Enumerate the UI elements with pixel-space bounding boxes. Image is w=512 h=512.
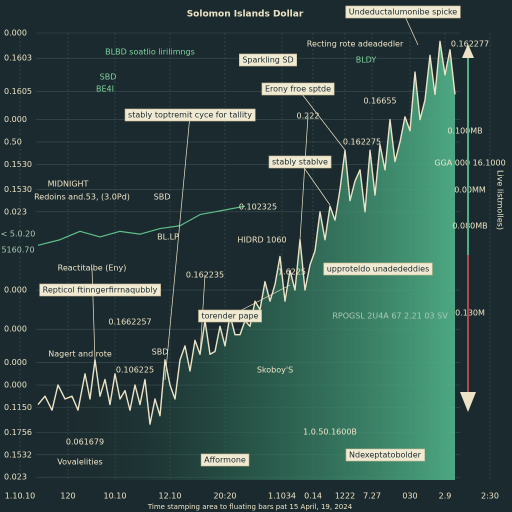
y-tick-label: 0.000: [4, 115, 27, 124]
y-tick-label: 0.1605: [4, 87, 32, 96]
annotation: Recting rote adeadedler: [307, 40, 404, 49]
x-tick-label: 20:20: [213, 492, 236, 501]
annotation: 0.080MB: [452, 222, 487, 231]
area: [38, 41, 455, 480]
annotation: 0.162275: [343, 138, 381, 147]
side-label: Live listmolles): [496, 170, 505, 230]
annotation: upproteldo unadededdies: [327, 265, 430, 274]
annotation: Sparkling SD: [242, 56, 293, 65]
annotation: 0.1662257: [108, 318, 151, 327]
line: [37, 205, 246, 246]
annotation-box: [39, 283, 161, 297]
chart-title: Solomon Islands Dollar: [187, 10, 304, 20]
annotation-box: [261, 82, 335, 96]
annotation: 0.222: [297, 112, 320, 121]
y-tick-label: 0.023: [4, 207, 27, 216]
x-tick-label: 120: [60, 492, 75, 501]
x-tick-label: 1.1034: [268, 492, 296, 501]
annotation-box: [323, 262, 433, 276]
y-tick-label: 0.1530: [4, 185, 32, 194]
annotation: 0.162235: [186, 271, 224, 280]
annotation: BL.LP: [157, 233, 179, 242]
annotation-box: [124, 108, 256, 122]
annotation: Repticol ftinngerfirrnaqubbly: [43, 286, 158, 295]
annotation: HIDRD 1060: [237, 236, 286, 245]
annotation: Redoins and.53, (3.0Pd): [34, 193, 130, 202]
y-tick-label: 0.000: [4, 29, 27, 38]
annotation: SBD: [154, 193, 171, 202]
annotation: SBD: [152, 348, 169, 357]
annotation: < 5.0.20: [1, 230, 36, 239]
annotation: 0.106225: [116, 366, 154, 375]
x-tick-label: 10.10: [104, 492, 127, 501]
pointer: [299, 161, 331, 206]
annotation: 0.00MM: [454, 186, 486, 195]
annotation: 1.0.50.1600B: [303, 428, 357, 437]
x-tick-label: 1.10.10: [5, 492, 36, 501]
annotation: Erony froe sptde: [265, 85, 331, 94]
annotation: 0.162277: [451, 40, 489, 49]
annotation-box: [198, 309, 262, 323]
annotation: 0.102325: [239, 203, 277, 212]
y-tick-label: 0.000: [4, 286, 27, 295]
x-tick-label: 1222: [335, 492, 355, 501]
annotation-box: [345, 5, 461, 19]
annotation: BLBD soatlio lirilimngs: [105, 48, 195, 57]
y-tick-label: 0.1532: [4, 450, 32, 459]
y-tick-label: 0.1603: [4, 54, 32, 63]
pointer: [91, 267, 96, 361]
annotation: 1.6225: [278, 268, 306, 277]
x-tick-label: 2:30: [481, 492, 499, 501]
annotation: Undeductalumonibe spicke: [349, 8, 458, 17]
x-tick-label: 030: [402, 492, 417, 501]
annotation-box: [239, 53, 297, 67]
annotation: 0.061679: [66, 438, 104, 447]
arrow-up: [462, 44, 474, 58]
annotation: BLDY: [356, 56, 377, 65]
annotation: Vovalelities: [57, 458, 102, 467]
x-tick-label: 12.10: [159, 492, 182, 501]
x-tick-label: 7.27: [363, 492, 381, 501]
annotation: GGA 000 16.1000: [434, 159, 505, 168]
annotation: Reactitalbe (Eny): [58, 264, 127, 273]
annotation: Afformone: [204, 456, 246, 465]
y-tick-label: 0.1530: [4, 160, 32, 169]
y-tick-label: 0.1150: [4, 403, 32, 412]
x-tick-label: 2.9: [439, 492, 452, 501]
annotation: RPOGSL 2U4A 67 2.21 03 SV: [332, 312, 448, 321]
annotation: BE4I: [96, 85, 114, 94]
annotation: Nagert and rote: [48, 350, 112, 359]
annotation: 0.100MB: [447, 127, 482, 136]
annotation: torender pape: [202, 312, 259, 321]
y-tick-label: 0.1756: [4, 428, 32, 437]
pointer: [164, 114, 191, 381]
annotation: MIDNIGHT: [48, 180, 89, 189]
annotation: SBD: [100, 73, 117, 82]
y-tick-label: 0.000: [4, 358, 27, 367]
annotation: Ndexeptatobolder: [349, 451, 422, 460]
annotation: 0.16655: [363, 97, 396, 106]
pointer: [299, 115, 309, 241]
pointer: [297, 88, 346, 151]
arrow-down: [460, 392, 476, 412]
x-tick-label: 0.14: [304, 492, 322, 501]
annotations: Undeductalumonibe spicke Recting rote ade…: [1, 5, 506, 467]
annotation: stably toptremit cyce for tallity: [128, 111, 252, 120]
annotation-box: [200, 453, 250, 467]
y-tick-label: 0.000: [4, 325, 27, 334]
annotation-box: [268, 155, 332, 169]
annotation-box: [345, 448, 425, 462]
x-axis-title: Time stamping area to fluating bars pat …: [147, 503, 353, 511]
annotation: Skoboy'S: [257, 366, 293, 375]
y-tick-label: 0.000: [4, 381, 27, 390]
y-tick-label: 0.023: [4, 473, 27, 482]
annotation: 5160.70: [1, 246, 34, 255]
y-tick-label: 0.50: [4, 137, 22, 146]
annotation: stably stablve: [272, 158, 328, 167]
annotation: 0.130M: [455, 309, 485, 318]
